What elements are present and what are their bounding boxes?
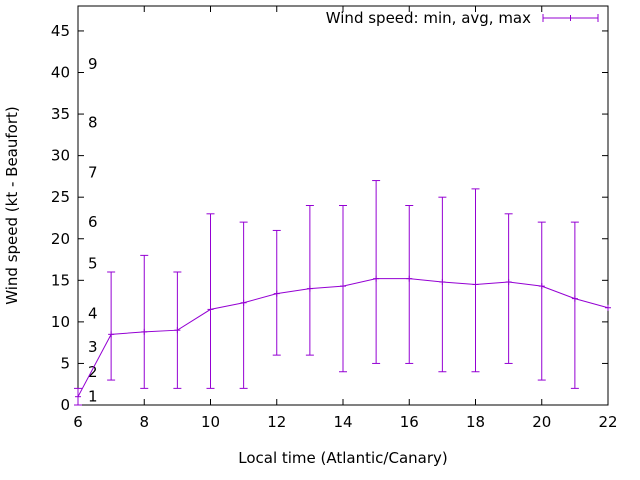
y-axis-label: Wind speed (kt - Beaufort): [3, 106, 21, 305]
svg-text:10: 10: [201, 413, 220, 431]
svg-text:30: 30: [51, 147, 70, 165]
svg-text:12: 12: [267, 413, 286, 431]
svg-text:9: 9: [88, 55, 98, 73]
svg-text:8: 8: [88, 113, 98, 131]
svg-text:2: 2: [88, 363, 98, 381]
svg-text:7: 7: [88, 163, 98, 181]
svg-text:1: 1: [88, 388, 98, 406]
svg-text:5: 5: [60, 354, 70, 372]
svg-text:20: 20: [532, 413, 551, 431]
svg-text:10: 10: [51, 313, 70, 331]
legend: Wind speed: min, avg, max: [326, 9, 599, 27]
x-axis-ticks: 6 8 10 12 14 16 18 20 22: [73, 6, 618, 431]
svg-text:0: 0: [60, 396, 70, 414]
series-min-avg-max: [74, 180, 611, 406]
beaufort-scale-labels: 1 2 3 4 5 6 7 8 9: [88, 55, 98, 406]
svg-text:15: 15: [51, 271, 70, 289]
svg-text:14: 14: [333, 413, 352, 431]
legend-label: Wind speed: min, avg, max: [326, 9, 531, 27]
svg-text:16: 16: [400, 413, 419, 431]
svg-text:20: 20: [51, 230, 70, 248]
svg-text:6: 6: [88, 213, 98, 231]
svg-text:4: 4: [88, 305, 98, 323]
svg-text:40: 40: [51, 64, 70, 82]
x-axis-label: Local time (Atlantic/Canary): [238, 449, 448, 467]
svg-text:8: 8: [139, 413, 149, 431]
svg-text:25: 25: [51, 188, 70, 206]
svg-text:22: 22: [598, 413, 617, 431]
axis-labels: Local time (Atlantic/Canary) Wind speed (…: [3, 106, 448, 467]
svg-text:45: 45: [51, 22, 70, 40]
svg-text:3: 3: [88, 338, 98, 356]
svg-text:35: 35: [51, 105, 70, 123]
svg-text:5: 5: [88, 255, 98, 273]
svg-text:6: 6: [73, 413, 83, 431]
svg-text:18: 18: [466, 413, 485, 431]
